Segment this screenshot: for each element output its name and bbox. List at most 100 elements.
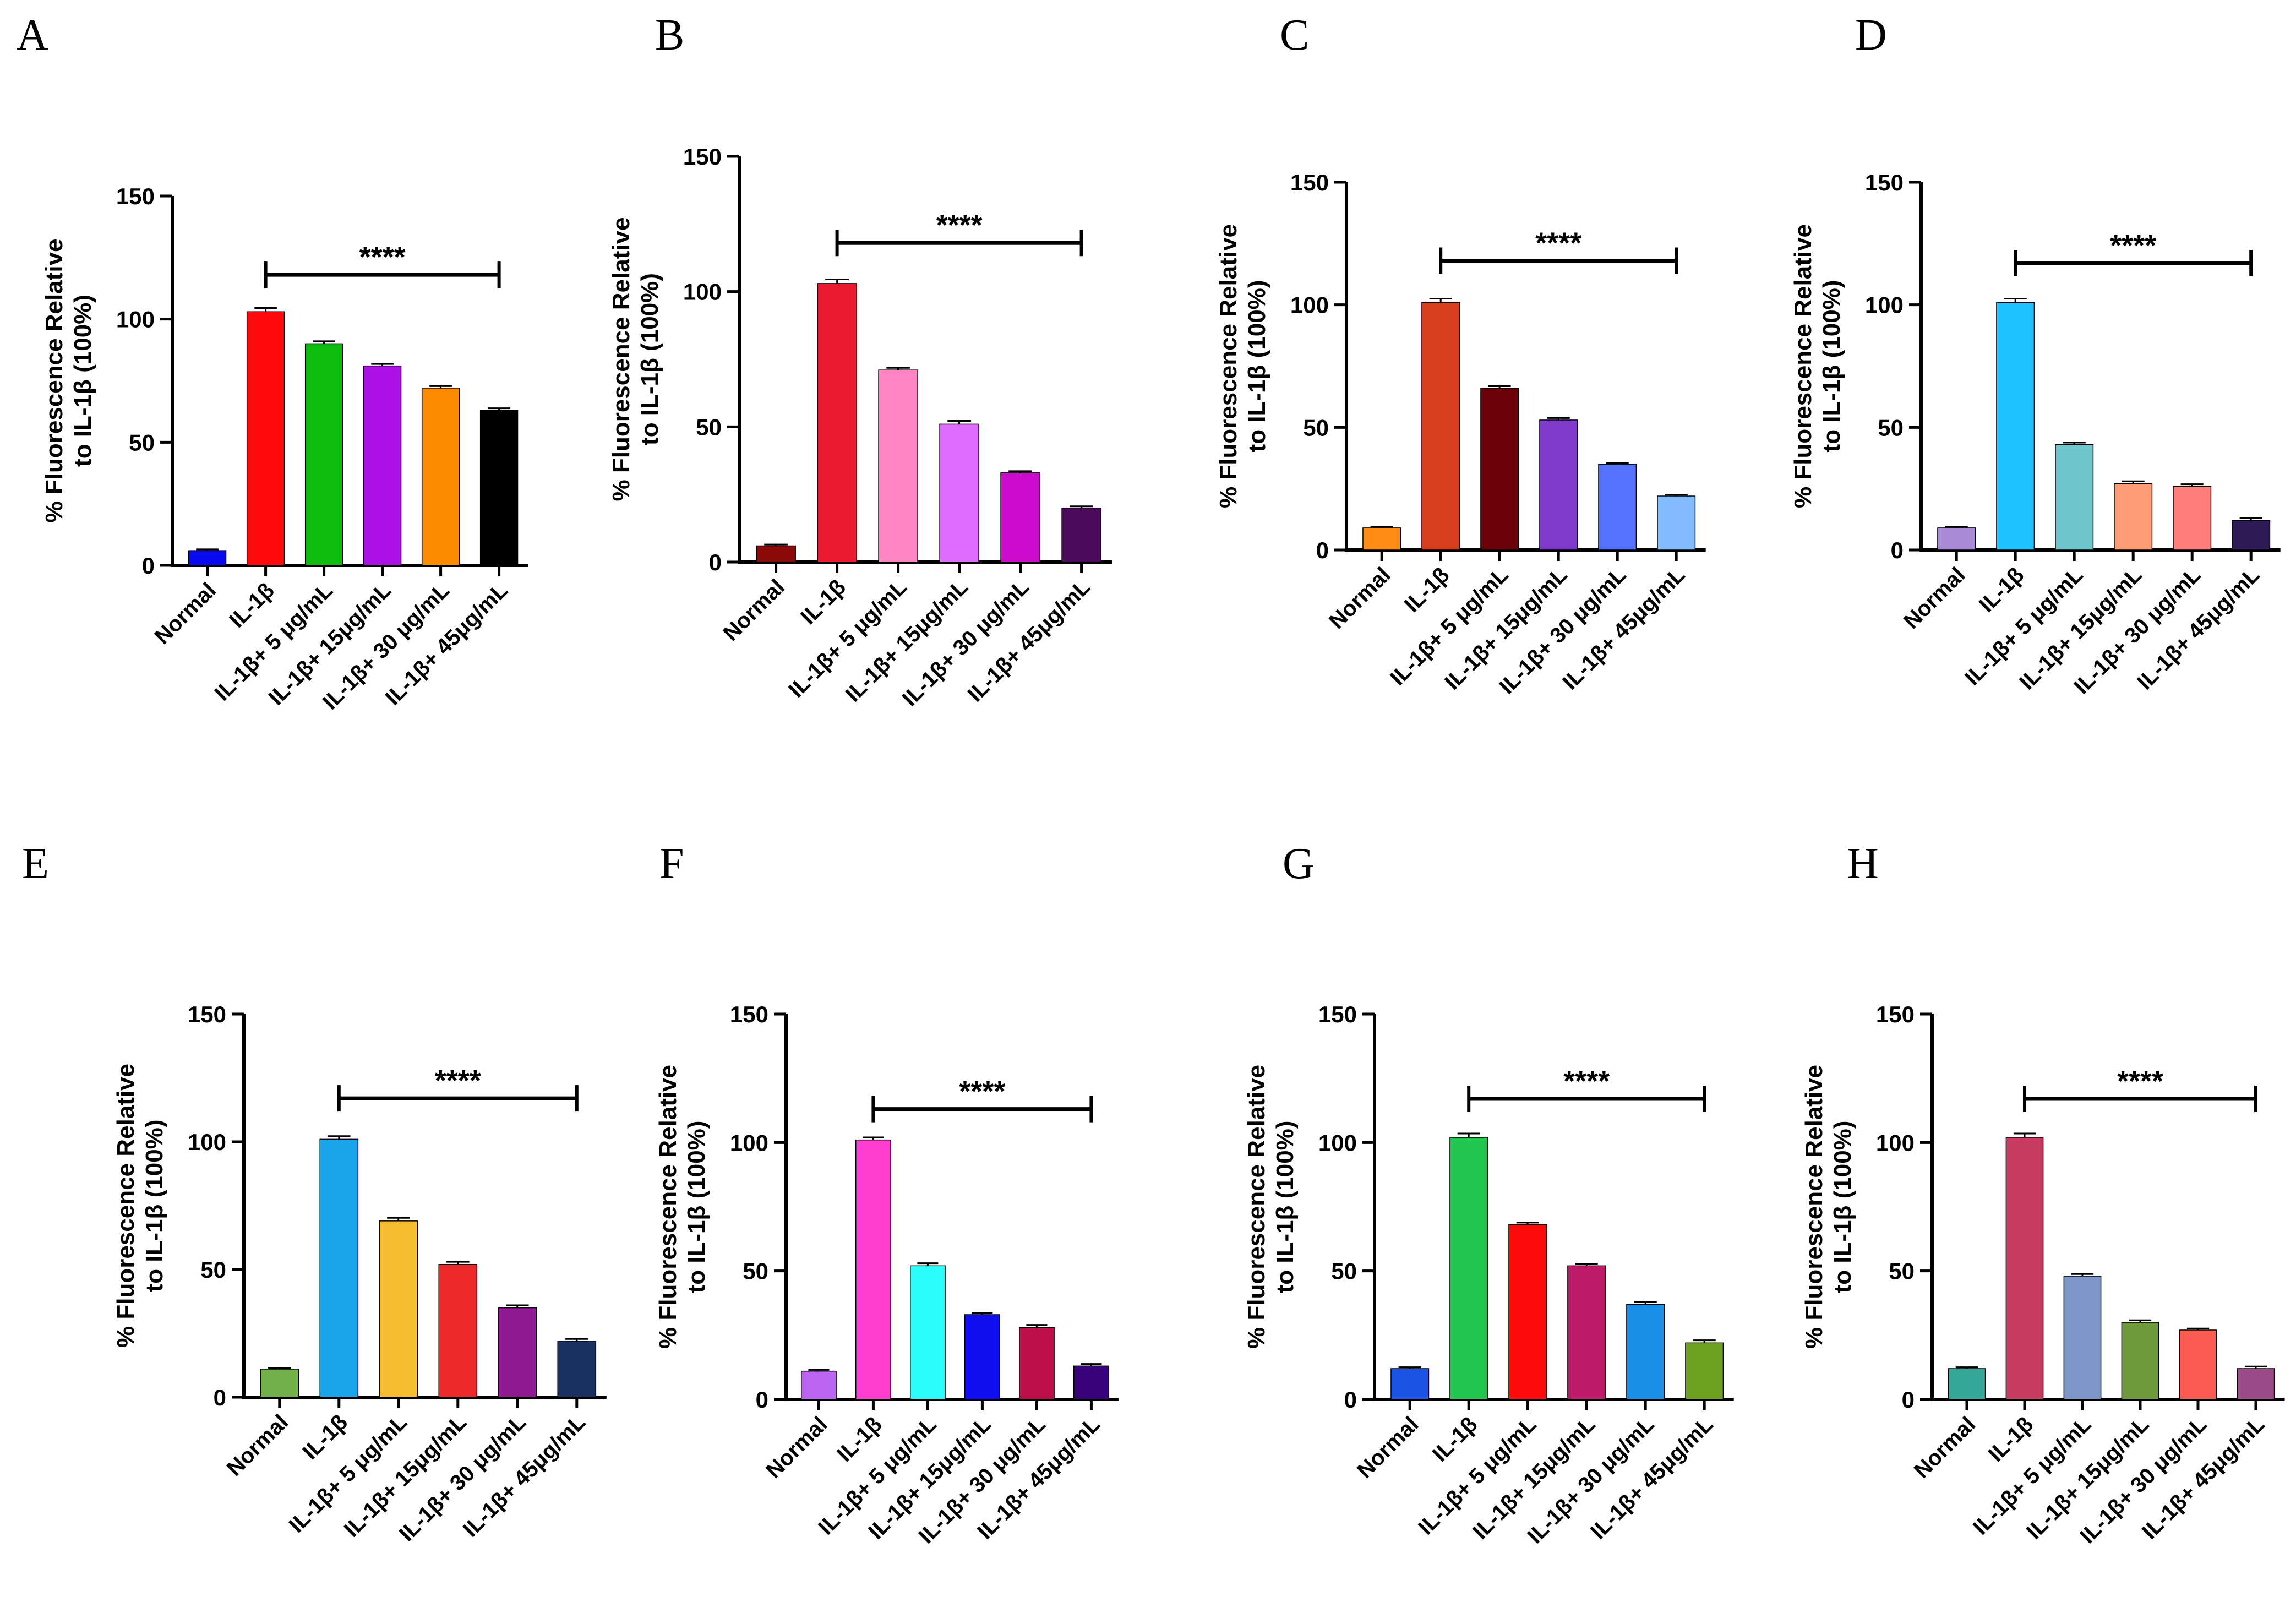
chart-panel-b: B % Fluorescence Relativeto IL-1β (100%) 0… — [608, 11, 1112, 711]
bar — [2005, 1137, 2044, 1400]
y-axis-label-line: to IL-1β (100%) — [1244, 280, 1270, 453]
y-axis-label-line: to IL-1β (100%) — [683, 1121, 710, 1293]
x-tick-label: IL-1β — [1400, 563, 1454, 617]
y-axis-label: % Fluorescence Relativeto IL-1β (100%) — [1801, 1065, 1856, 1349]
y-tick-label: 0 — [1344, 1387, 1357, 1413]
panel-letter: A — [17, 11, 48, 59]
y-tick-label: 150 — [683, 144, 722, 170]
y-axis-label-line: % Fluorescence Relative — [1243, 1065, 1270, 1349]
y-axis-label-line: to IL-1β (100%) — [69, 295, 96, 467]
y-tick-label: 150 — [1318, 1001, 1357, 1027]
x-tick-label: Normal — [718, 575, 789, 646]
bar — [2232, 520, 2271, 551]
bar — [1657, 495, 1696, 551]
y-tick-label: 100 — [1318, 1130, 1357, 1156]
panel-letter: F — [659, 840, 684, 888]
chart-panel-h: H % Fluorescence Relativeto IL-1β (100%) 0… — [1801, 840, 2285, 1548]
y-axis-label: % Fluorescence Relativeto IL-1β (100%) — [608, 217, 663, 501]
x-tick-label: Normal — [1899, 563, 1970, 634]
y-axis-label-line: % Fluorescence Relative — [1790, 224, 1817, 508]
x-tick-label: Normal — [761, 1412, 832, 1483]
bar — [1598, 464, 1637, 551]
bar — [1480, 388, 1519, 551]
y-tick-label: 100 — [1876, 1130, 1915, 1156]
panel-letter: E — [22, 840, 49, 888]
significance-label: **** — [1535, 227, 1581, 260]
x-tick-label: IL-1β — [1975, 563, 2029, 617]
panel-letter: C — [1280, 11, 1309, 59]
bar — [1508, 1224, 1547, 1400]
y-tick-label: 100 — [188, 1129, 226, 1155]
bar — [2063, 1276, 2102, 1400]
y-tick-label: 50 — [1889, 1258, 1915, 1284]
bar — [1421, 302, 1460, 551]
bar — [1061, 507, 1101, 563]
x-tick-label: IL-1β — [796, 575, 850, 629]
bar — [479, 410, 519, 566]
y-axis-label-line: to IL-1β (100%) — [1829, 1121, 1856, 1293]
bar — [800, 1370, 837, 1400]
y-axis-label-line: % Fluorescence Relative — [41, 238, 68, 522]
bar — [1390, 1368, 1430, 1400]
bar — [2114, 483, 2153, 551]
y-tick-label: 0 — [1902, 1387, 1915, 1413]
y-axis-label-line: % Fluorescence Relative — [1215, 224, 1242, 508]
y-axis-label: % Fluorescence Relativeto IL-1β (100%) — [1215, 224, 1270, 508]
bar — [1000, 472, 1040, 563]
bar — [1948, 1368, 1986, 1400]
bar — [319, 1138, 359, 1398]
bar — [557, 1341, 597, 1398]
bar — [1449, 1137, 1488, 1400]
bar — [1626, 1304, 1665, 1400]
bar — [1937, 527, 1976, 551]
bar — [246, 311, 285, 566]
significance-label: **** — [2110, 229, 2156, 262]
y-tick-label: 50 — [1331, 1258, 1357, 1284]
bar — [363, 365, 402, 566]
significance-label: **** — [959, 1075, 1005, 1108]
y-tick-label: 100 — [116, 307, 155, 333]
y-tick-label: 50 — [129, 429, 155, 455]
y-tick-label: 150 — [730, 1001, 768, 1027]
chart-panel-d: D % Fluorescence Relativeto IL-1β (100%) 0… — [1790, 11, 2281, 699]
y-tick-label: 50 — [696, 414, 722, 440]
y-axis-label-line: to IL-1β (100%) — [1818, 280, 1845, 453]
x-tick-label: Normal — [150, 578, 221, 649]
y-tick-label: 150 — [1876, 1001, 1915, 1027]
significance-label: **** — [2117, 1065, 2163, 1098]
y-tick-label: 100 — [683, 279, 722, 305]
y-tick-label: 150 — [116, 183, 155, 209]
y-axis-label-line: to IL-1β (100%) — [636, 273, 663, 445]
x-tick-label: Normal — [1352, 1412, 1424, 1483]
bar — [438, 1263, 478, 1398]
y-tick-label: 150 — [1865, 170, 1904, 195]
x-tick-label: IL-1β — [225, 578, 279, 633]
panel-letter: D — [1855, 11, 1887, 59]
y-axis-label: % Fluorescence Relativeto IL-1β (100%) — [1243, 1065, 1299, 1349]
bar — [878, 369, 918, 563]
bar — [1539, 419, 1578, 551]
y-axis-label-line: % Fluorescence Relative — [608, 217, 635, 501]
y-tick-label: 0 — [214, 1385, 226, 1410]
bar — [188, 550, 227, 566]
chart-panel-e: E % Fluorescence Relativeto IL-1β (100%) 0… — [22, 840, 607, 1546]
bar — [2179, 1329, 2217, 1400]
panel-letter: G — [1283, 840, 1315, 888]
bar — [2121, 1322, 2159, 1400]
bar — [756, 545, 796, 563]
y-axis-label: % Fluorescence Relativeto IL-1β (100%) — [112, 1064, 168, 1348]
y-tick-label: 50 — [1303, 415, 1329, 440]
panel-letter: B — [655, 11, 684, 59]
y-tick-label: 50 — [743, 1258, 768, 1284]
y-tick-label: 50 — [200, 1257, 226, 1283]
bar — [2055, 444, 2094, 551]
bar — [939, 423, 979, 563]
y-tick-label: 150 — [1290, 170, 1329, 195]
y-axis-label: % Fluorescence Relativeto IL-1β (100%) — [1790, 224, 1845, 508]
x-tick-label: Normal — [222, 1410, 293, 1481]
y-axis-label-line: % Fluorescence Relative — [655, 1065, 681, 1349]
bar — [817, 283, 857, 563]
x-tick-label: Normal — [1910, 1412, 1981, 1483]
bar — [2237, 1368, 2275, 1400]
